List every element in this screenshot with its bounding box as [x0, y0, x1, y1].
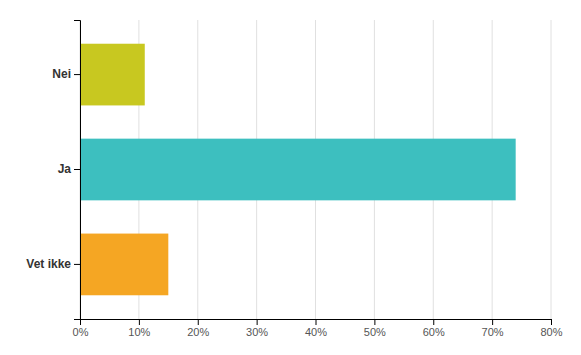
x-tick-mark	[198, 319, 199, 325]
x-tick-mark	[551, 319, 552, 325]
x-tick-mark	[433, 319, 434, 325]
y-tick: Ja	[58, 162, 80, 176]
x-axis-line	[81, 320, 552, 326]
y-tick-label: Nei	[52, 67, 71, 81]
x-tick: 40%	[305, 319, 327, 338]
y-tick-mark	[74, 169, 80, 170]
x-tick-label: 0%	[73, 326, 89, 338]
x-tick: 80%	[540, 319, 562, 338]
y-tick-mark	[74, 74, 80, 75]
y-tick: Vet ikke	[26, 257, 80, 271]
x-tick: 20%	[187, 319, 209, 338]
y-tick-label: Ja	[58, 162, 72, 176]
x-tick-label: 60%	[423, 326, 445, 338]
bars	[80, 44, 516, 296]
x-tick-mark	[374, 319, 375, 325]
y-axis-line	[74, 21, 81, 320]
x-tick-label: 70%	[482, 326, 504, 338]
bar	[80, 139, 516, 201]
x-tick: 30%	[246, 319, 268, 338]
x-axis: 0% 10% 20% 30% 40% 50% 60% 70% 80%	[73, 319, 563, 338]
grid	[80, 20, 551, 319]
x-tick: 0%	[73, 319, 89, 338]
y-tick-mark	[74, 264, 80, 265]
x-tick-label: 10%	[128, 326, 150, 338]
x-tick-mark	[139, 319, 140, 325]
x-tick: 50%	[364, 319, 386, 338]
x-tick: 60%	[423, 319, 445, 338]
x-tick-label: 20%	[187, 326, 209, 338]
x-tick-mark	[492, 319, 493, 325]
bar	[80, 44, 145, 106]
x-tick-mark	[316, 319, 317, 325]
y-axis: Nei Ja Vet ikke	[26, 21, 80, 320]
x-tick-label: 40%	[305, 326, 327, 338]
y-tick: Nei	[52, 67, 80, 81]
x-tick-label: 50%	[364, 326, 386, 338]
bar	[80, 234, 168, 296]
chart-container: 0% 10% 20% 30% 40% 50% 60% 70% 80% Nei Ja Vet ikke	[0, 0, 581, 355]
x-tick: 70%	[482, 319, 504, 338]
chart-svg: 0% 10% 20% 30% 40% 50% 60% 70% 80% Nei Ja Vet ikke	[0, 0, 581, 355]
y-tick-label: Vet ikke	[26, 257, 71, 271]
x-tick: 10%	[128, 319, 150, 338]
x-tick-label: 80%	[540, 326, 562, 338]
x-tick-mark	[257, 319, 258, 325]
plot: 0% 10% 20% 30% 40% 50% 60% 70% 80% Nei Ja Vet ikke	[26, 20, 562, 338]
x-tick-label: 30%	[246, 326, 268, 338]
grid-line	[551, 20, 552, 319]
